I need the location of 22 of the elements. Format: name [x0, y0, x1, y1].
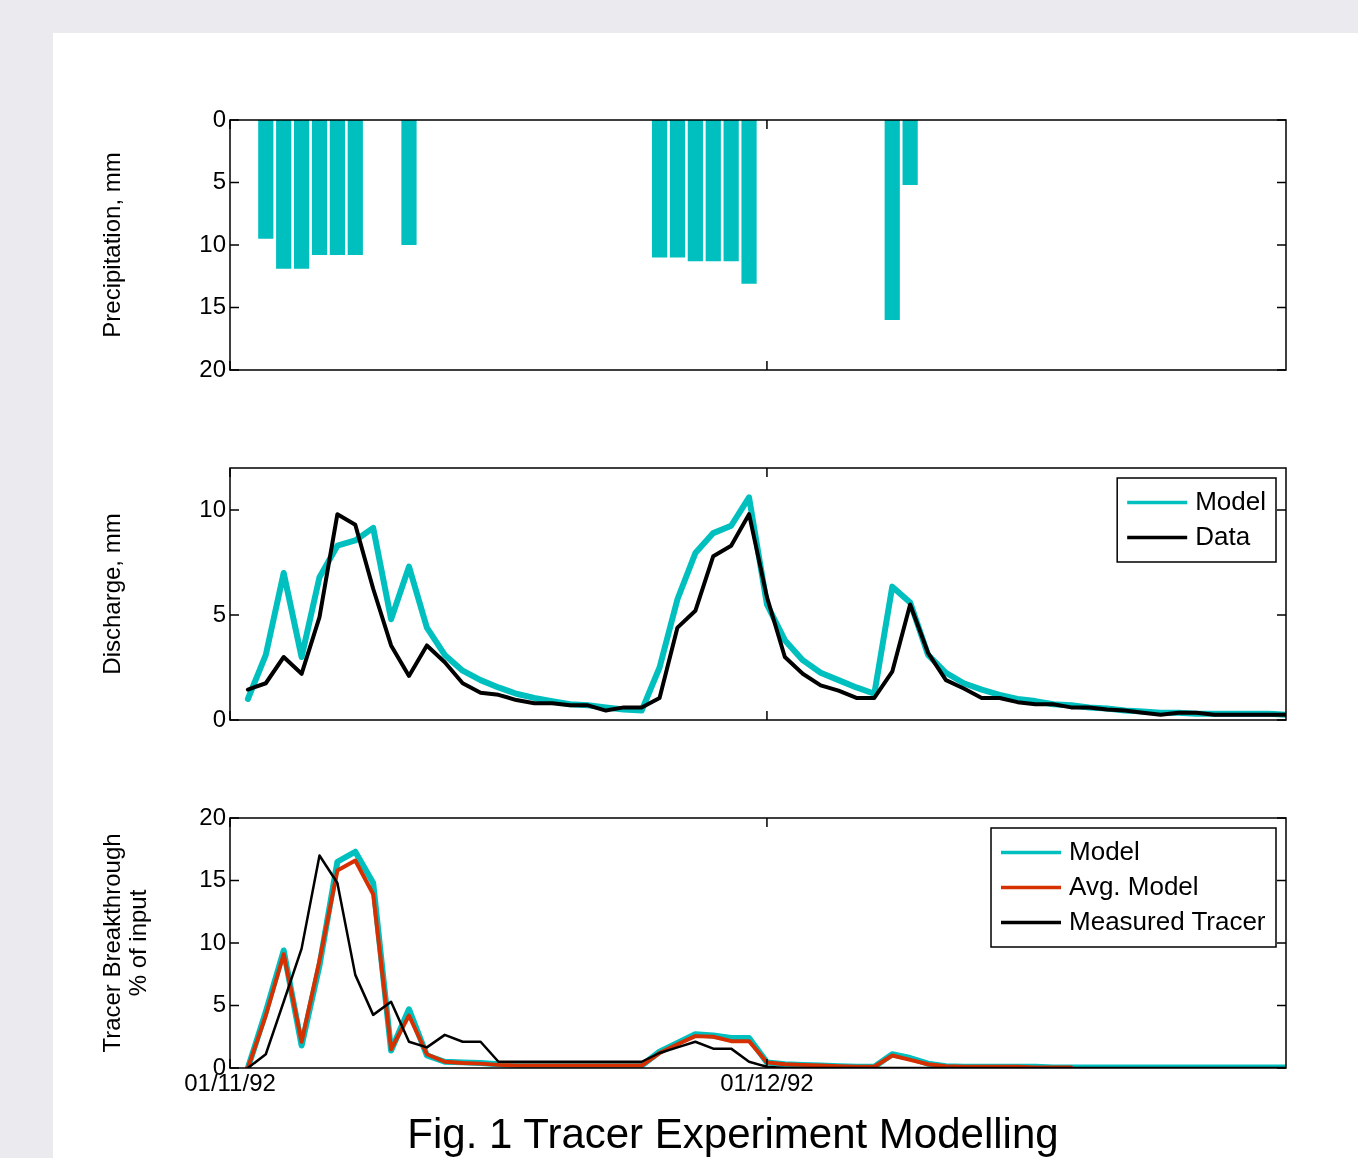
y-tick-label: 5	[212, 599, 226, 627]
y-axis-title: Tracer Breakthrough % of input	[97, 833, 152, 1053]
y-axis-title: Discharge, mm	[97, 513, 125, 675]
y-tick-label: 20	[199, 802, 226, 830]
y-tick-label: 15	[199, 865, 226, 893]
y-tick-label: 10	[199, 494, 226, 522]
y-tick-label: 0	[212, 104, 226, 132]
y-tick-label: 20	[199, 354, 226, 382]
y-tick-label: 0	[212, 704, 226, 732]
y-tick-label: 5	[212, 167, 226, 195]
y-tick-label: 10	[199, 927, 226, 955]
y-axis-title: Precipitation, mm	[97, 152, 125, 338]
x-tick-label: 01/12/92	[720, 1069, 814, 1097]
legend-label: Model	[1195, 485, 1267, 516]
caption: Fig. 1 Tracer Experiment Modelling	[406, 1110, 1060, 1158]
legend-label: Data	[1195, 520, 1251, 551]
legend-label: Model	[1069, 835, 1140, 866]
legend-label: Avg. Model	[1069, 870, 1199, 901]
y-tick-label: 5	[212, 990, 226, 1018]
y-tick-label: 15	[199, 292, 226, 320]
legend-label: Measured Tracer	[1069, 905, 1266, 936]
y-tick-label: 10	[199, 229, 226, 257]
